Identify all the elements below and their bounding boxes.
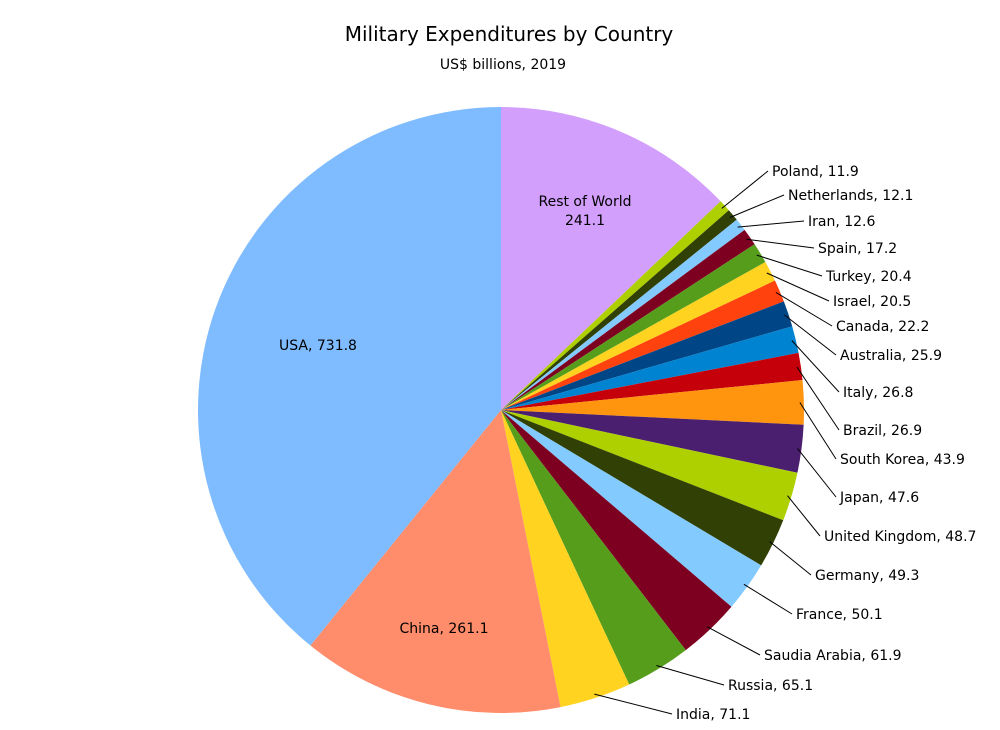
pie-slice-france xyxy=(501,410,762,607)
slice-label-germany: Germany, 49.3 xyxy=(815,568,919,584)
slice-label-israel: Israel, 20.5 xyxy=(833,294,911,310)
slice-label-rest-of-world: Rest of World xyxy=(538,194,631,210)
slice-value-rest-of-world: 241.1 xyxy=(565,213,605,229)
pie-slice-united-kingdom xyxy=(501,410,798,521)
slice-label-italy: Italy, 26.8 xyxy=(843,385,913,401)
pie-slice-poland xyxy=(501,201,729,410)
leader-line-south-korea xyxy=(799,402,837,460)
pie-slice-netherlands xyxy=(501,210,737,410)
pie-slice-australia xyxy=(501,301,793,410)
slice-label-spain: Spain, 17.2 xyxy=(818,241,897,257)
leader-line-turkey xyxy=(756,254,823,277)
slice-label-saudia-arabia: Saudia Arabia, 61.9 xyxy=(764,648,901,664)
slice-label-australia: Australia, 25.9 xyxy=(840,348,942,364)
slice-label-usa: USA, 731.8 xyxy=(279,338,357,354)
leader-line-brazil xyxy=(796,366,840,431)
leader-line-poland xyxy=(721,170,769,209)
slice-label-poland: Poland, 11.9 xyxy=(772,164,859,180)
leader-line-spain xyxy=(746,238,815,249)
pie-slice-iran xyxy=(501,219,745,410)
slice-label-japan: Japan, 47.6 xyxy=(839,490,919,506)
pie-slice-usa xyxy=(198,107,502,646)
slice-label-china: China, 261.1 xyxy=(400,621,489,637)
leader-line-india xyxy=(594,693,673,715)
slice-label-south-korea: South Korea, 43.9 xyxy=(840,452,965,468)
leader-line-france xyxy=(743,583,793,615)
pie-slice-brazil xyxy=(501,352,803,410)
leader-line-japan xyxy=(797,448,837,498)
slice-label-iran: Iran, 12.6 xyxy=(808,214,876,230)
leader-line-israel xyxy=(766,272,830,302)
pie-slice-israel xyxy=(501,261,775,410)
pie-slice-saudia-arabia xyxy=(501,410,732,651)
chart-title: Military Expenditures by Country xyxy=(345,22,674,46)
leader-line-russia xyxy=(656,665,725,686)
slice-label-france: France, 50.1 xyxy=(796,607,883,623)
leader-line-united-kingdom xyxy=(787,495,821,537)
pie-slice-japan xyxy=(501,410,804,473)
leader-line-netherlands xyxy=(729,194,785,218)
leader-line-germany xyxy=(769,541,812,576)
leader-line-iran xyxy=(737,220,805,228)
slice-label-india: India, 71.1 xyxy=(676,707,750,723)
slice-label-russia: Russia, 65.1 xyxy=(728,678,813,694)
leader-line-saudia-arabia xyxy=(706,626,761,656)
leader-line-australia xyxy=(784,314,837,356)
pie-slice-turkey xyxy=(501,244,766,410)
pie-slice-canada xyxy=(501,280,784,410)
pie-slice-russia xyxy=(501,410,686,685)
slice-label-turkey: Turkey, 20.4 xyxy=(825,269,912,285)
pie-slice-rest-of-world xyxy=(501,107,721,410)
leader-line-canada xyxy=(775,291,833,327)
pie-slice-china xyxy=(310,410,561,713)
pie-slice-italy xyxy=(501,326,799,410)
slice-label-brazil: Brazil, 26.9 xyxy=(843,423,922,439)
pie-slice-india xyxy=(501,410,630,708)
chart-subtitle: US$ billions, 2019 xyxy=(440,57,566,73)
leader-line-italy xyxy=(791,340,840,393)
slice-label-canada: Canada, 22.2 xyxy=(836,319,929,335)
pie-slice-south-korea xyxy=(501,380,804,425)
slice-label-united-kingdom: United Kingdom, 48.7 xyxy=(824,529,976,545)
pie-slice-spain xyxy=(501,229,755,410)
pie-slice-germany xyxy=(501,410,784,566)
slice-label-netherlands: Netherlands, 12.1 xyxy=(788,188,913,204)
